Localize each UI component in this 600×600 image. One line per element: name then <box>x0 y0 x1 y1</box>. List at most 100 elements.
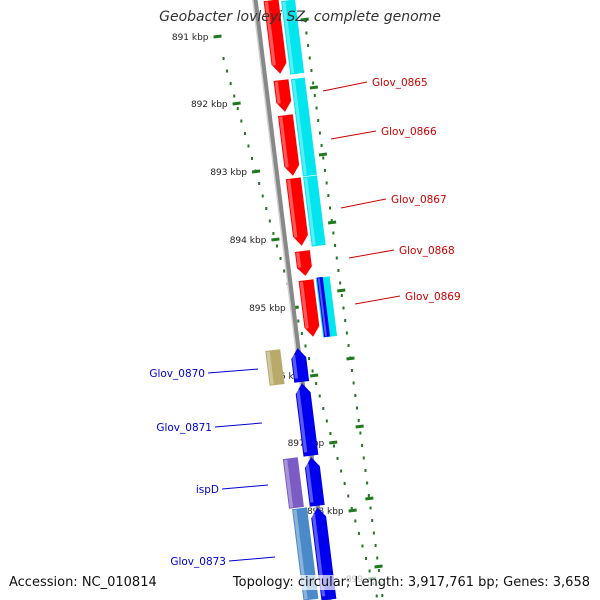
tick-dot <box>318 394 321 398</box>
forward-gene-bar-shine <box>299 281 309 329</box>
forward-gene-bar-body <box>294 250 312 276</box>
tick-dot <box>310 69 313 72</box>
tick-dot <box>343 482 346 485</box>
reverse-gene-bar-body <box>291 348 310 383</box>
tick-dot <box>374 544 377 547</box>
tick-dot <box>350 507 353 510</box>
tick-dot <box>340 294 343 297</box>
tick-dot <box>342 306 345 310</box>
tick-dot <box>356 406 359 410</box>
tick-dot <box>323 169 326 172</box>
major-tick <box>337 288 346 293</box>
summary-text: Topology: circular; Length: 3,917,761 bp… <box>232 575 590 590</box>
gene-label-glov_0873: Glov_0873 <box>170 556 226 568</box>
tick-dot <box>308 56 311 60</box>
tick-dot <box>279 257 282 260</box>
tick-dot <box>236 107 239 110</box>
forward-gene-bar-shine <box>279 116 289 168</box>
forward-gene-bar-body <box>273 79 292 112</box>
gene-label-leader <box>330 130 377 140</box>
major-tick <box>374 564 383 569</box>
forward-cds-bar-body <box>281 0 305 75</box>
forward-gene-bar-shine <box>296 252 302 268</box>
major-tick <box>213 34 222 39</box>
forward-cds-bar-shine <box>291 79 307 176</box>
tick-dot-track: 891 kbp 892 kbp 893 kbp 894 kbp 895 kbp 896 k… <box>172 17 384 598</box>
forward-gene-bar <box>263 0 287 74</box>
forward-gene-bar-shine <box>264 1 276 66</box>
tick-dot <box>261 194 264 198</box>
major-tick <box>348 508 357 513</box>
forward-gene-bar-shine <box>274 81 281 104</box>
tick-dot <box>240 119 243 123</box>
tick-dot <box>300 332 303 335</box>
tick-dot <box>345 331 348 335</box>
label-layer: Glov_0865 Glov_0866 Glov_0867 Glov_0868 Glov… <box>149 77 460 568</box>
reverse-gene-bar <box>291 348 310 383</box>
major-tick <box>232 101 241 106</box>
gene-label-leader <box>354 295 401 305</box>
tick-dot <box>327 194 330 197</box>
forward-gene-bar-body <box>285 177 308 246</box>
tick-dot <box>369 506 372 510</box>
reverse-gene-bar-body <box>304 457 325 507</box>
tick-dot <box>304 344 307 348</box>
reverse-gene-bar-body <box>295 383 319 457</box>
major-tick <box>327 220 337 225</box>
tick-dot <box>362 456 365 460</box>
tick-dot <box>361 444 364 447</box>
tick-dot <box>365 557 368 560</box>
gene-label-leader <box>340 198 387 209</box>
tick-dot <box>313 94 316 97</box>
tick-dot <box>371 519 374 522</box>
forward-cds-bar-body <box>303 175 326 247</box>
reverse-gene-bar-shine <box>291 354 299 379</box>
tick-dot <box>340 469 343 473</box>
major-tick <box>329 440 338 445</box>
forward-gene-bar <box>294 250 312 276</box>
tick-dot <box>268 219 271 223</box>
tick-dot <box>334 244 337 247</box>
tick-dot <box>337 269 340 272</box>
tick-label: 891 kbp <box>172 33 209 43</box>
tick-dot <box>317 119 320 122</box>
tick-dot <box>229 82 232 85</box>
accession-text: Accession: NC_010814 <box>9 575 157 590</box>
major-tick <box>309 373 319 378</box>
tick-dot <box>297 319 300 323</box>
tick-dot <box>329 206 332 210</box>
forward-gene-bar-body <box>263 0 287 74</box>
gene-label-leader <box>221 484 269 490</box>
tick-dot <box>315 106 318 110</box>
tick-dot <box>332 231 335 235</box>
tick-dot <box>339 281 342 285</box>
reverse-cds-purple-shine <box>283 459 294 508</box>
tick-dot <box>372 531 375 535</box>
tick-dot <box>265 207 268 210</box>
gene-label-glov_0871: Glov_0871 <box>156 422 212 434</box>
tick-dot <box>258 182 261 185</box>
tick-dot <box>344 319 347 322</box>
major-tick <box>271 237 280 242</box>
tick-dot <box>376 556 379 560</box>
tick-dot <box>347 494 350 498</box>
gene-label-leader <box>322 81 368 92</box>
forward-gene-bar-body <box>298 279 320 337</box>
forward-gene-bar-body <box>277 114 300 176</box>
major-tick <box>300 17 309 22</box>
tick-dot <box>325 419 328 423</box>
tick-dot <box>272 232 275 235</box>
gene-label-glov_0869: Glov_0869 <box>405 291 461 303</box>
tick-label: 893 kbp <box>210 168 247 178</box>
gene-label-leader <box>207 368 259 374</box>
tick-dot <box>354 394 357 397</box>
forward-cds-inner-shine <box>317 278 327 337</box>
tick-dot <box>329 432 332 435</box>
tick-dot <box>367 494 370 497</box>
gene-label-glov_0867: Glov_0867 <box>391 194 447 206</box>
reverse-gene-bar-shine <box>305 463 314 503</box>
forward-cds-bar <box>290 77 317 177</box>
tick-dot <box>307 44 310 47</box>
forward-cds-bar-body <box>290 77 317 177</box>
